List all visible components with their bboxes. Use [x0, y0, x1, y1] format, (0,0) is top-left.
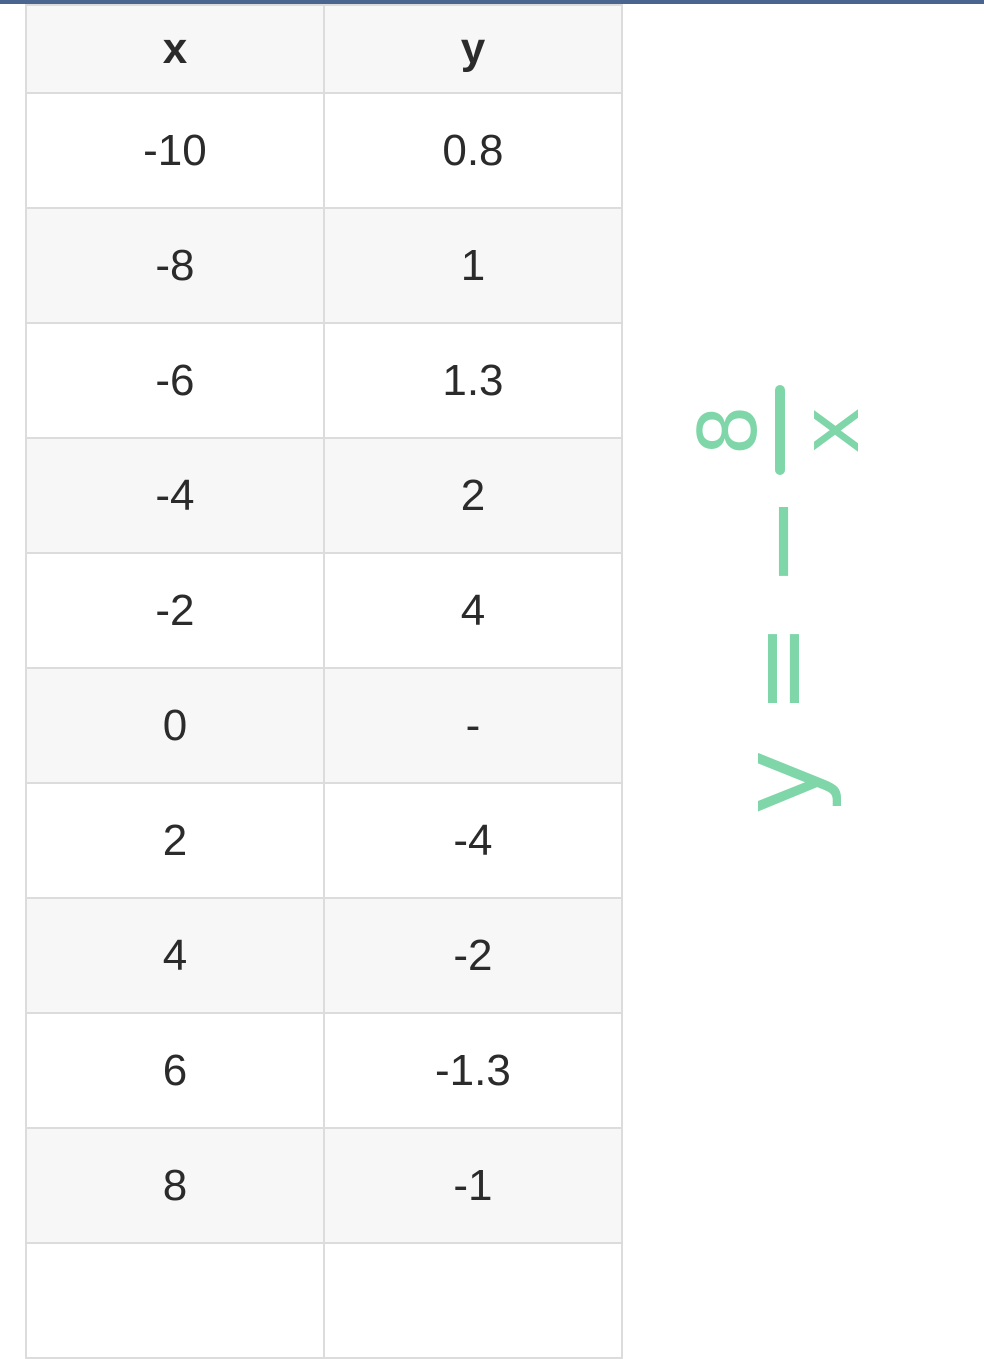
- cell-y: 1: [322, 207, 624, 324]
- cell-x: -2: [25, 552, 325, 669]
- cell-y: 0.8: [322, 92, 624, 209]
- table-row: -6 1.3: [25, 322, 624, 439]
- cell-y: [322, 1242, 624, 1359]
- header-x: x: [25, 4, 325, 94]
- cell-x: -6: [25, 322, 325, 439]
- fraction-numerator: 8: [682, 404, 775, 456]
- table-header-row: x y: [25, 4, 624, 94]
- table-row: 6 -1.3: [25, 1012, 624, 1129]
- table-row: -10 0.8: [25, 92, 624, 209]
- table-row: 4 -2: [25, 897, 624, 1014]
- cell-y: -2: [322, 897, 624, 1014]
- table-row: 2 -4: [25, 782, 624, 899]
- table-row: 0-: [25, 667, 624, 784]
- cell-y: 1.3: [322, 322, 624, 439]
- table-row: 8 -1: [25, 1127, 624, 1244]
- cell-x: 8: [25, 1127, 325, 1244]
- table-row: -8 1: [25, 207, 624, 324]
- cell-y: -4: [322, 782, 624, 899]
- table-row: -4 2: [25, 437, 624, 554]
- equation-fraction: 8 x: [682, 385, 877, 476]
- cell-x: -4: [25, 437, 325, 554]
- cell-y: -: [322, 667, 624, 784]
- header-y: y: [322, 4, 624, 94]
- cell-y: 2: [322, 437, 624, 554]
- cell-y: -1: [322, 1127, 624, 1244]
- cell-x: 6: [25, 1012, 325, 1129]
- cell-x: -10: [25, 92, 325, 209]
- xy-table: x y -10 0.8 -8 1 -6 1.3 -4 2 -2 4 0-2 -4 4 -2 6 -1.3 8 -1: [25, 4, 624, 1359]
- table-row: -2 4: [25, 552, 624, 669]
- cell-x: 2: [25, 782, 325, 899]
- equation-lhs: y = −: [716, 495, 844, 815]
- fraction-denominator: x: [784, 406, 877, 454]
- table-row: [25, 1242, 624, 1359]
- cell-x: [25, 1242, 325, 1359]
- cell-y: -1.3: [322, 1012, 624, 1129]
- handwritten-equation: y = − 8 x: [682, 320, 877, 880]
- cell-y: 4: [322, 552, 624, 669]
- top-bar: [0, 0, 984, 4]
- cell-x: 4: [25, 897, 325, 1014]
- cell-x: -8: [25, 207, 325, 324]
- cell-x: 0: [25, 667, 325, 784]
